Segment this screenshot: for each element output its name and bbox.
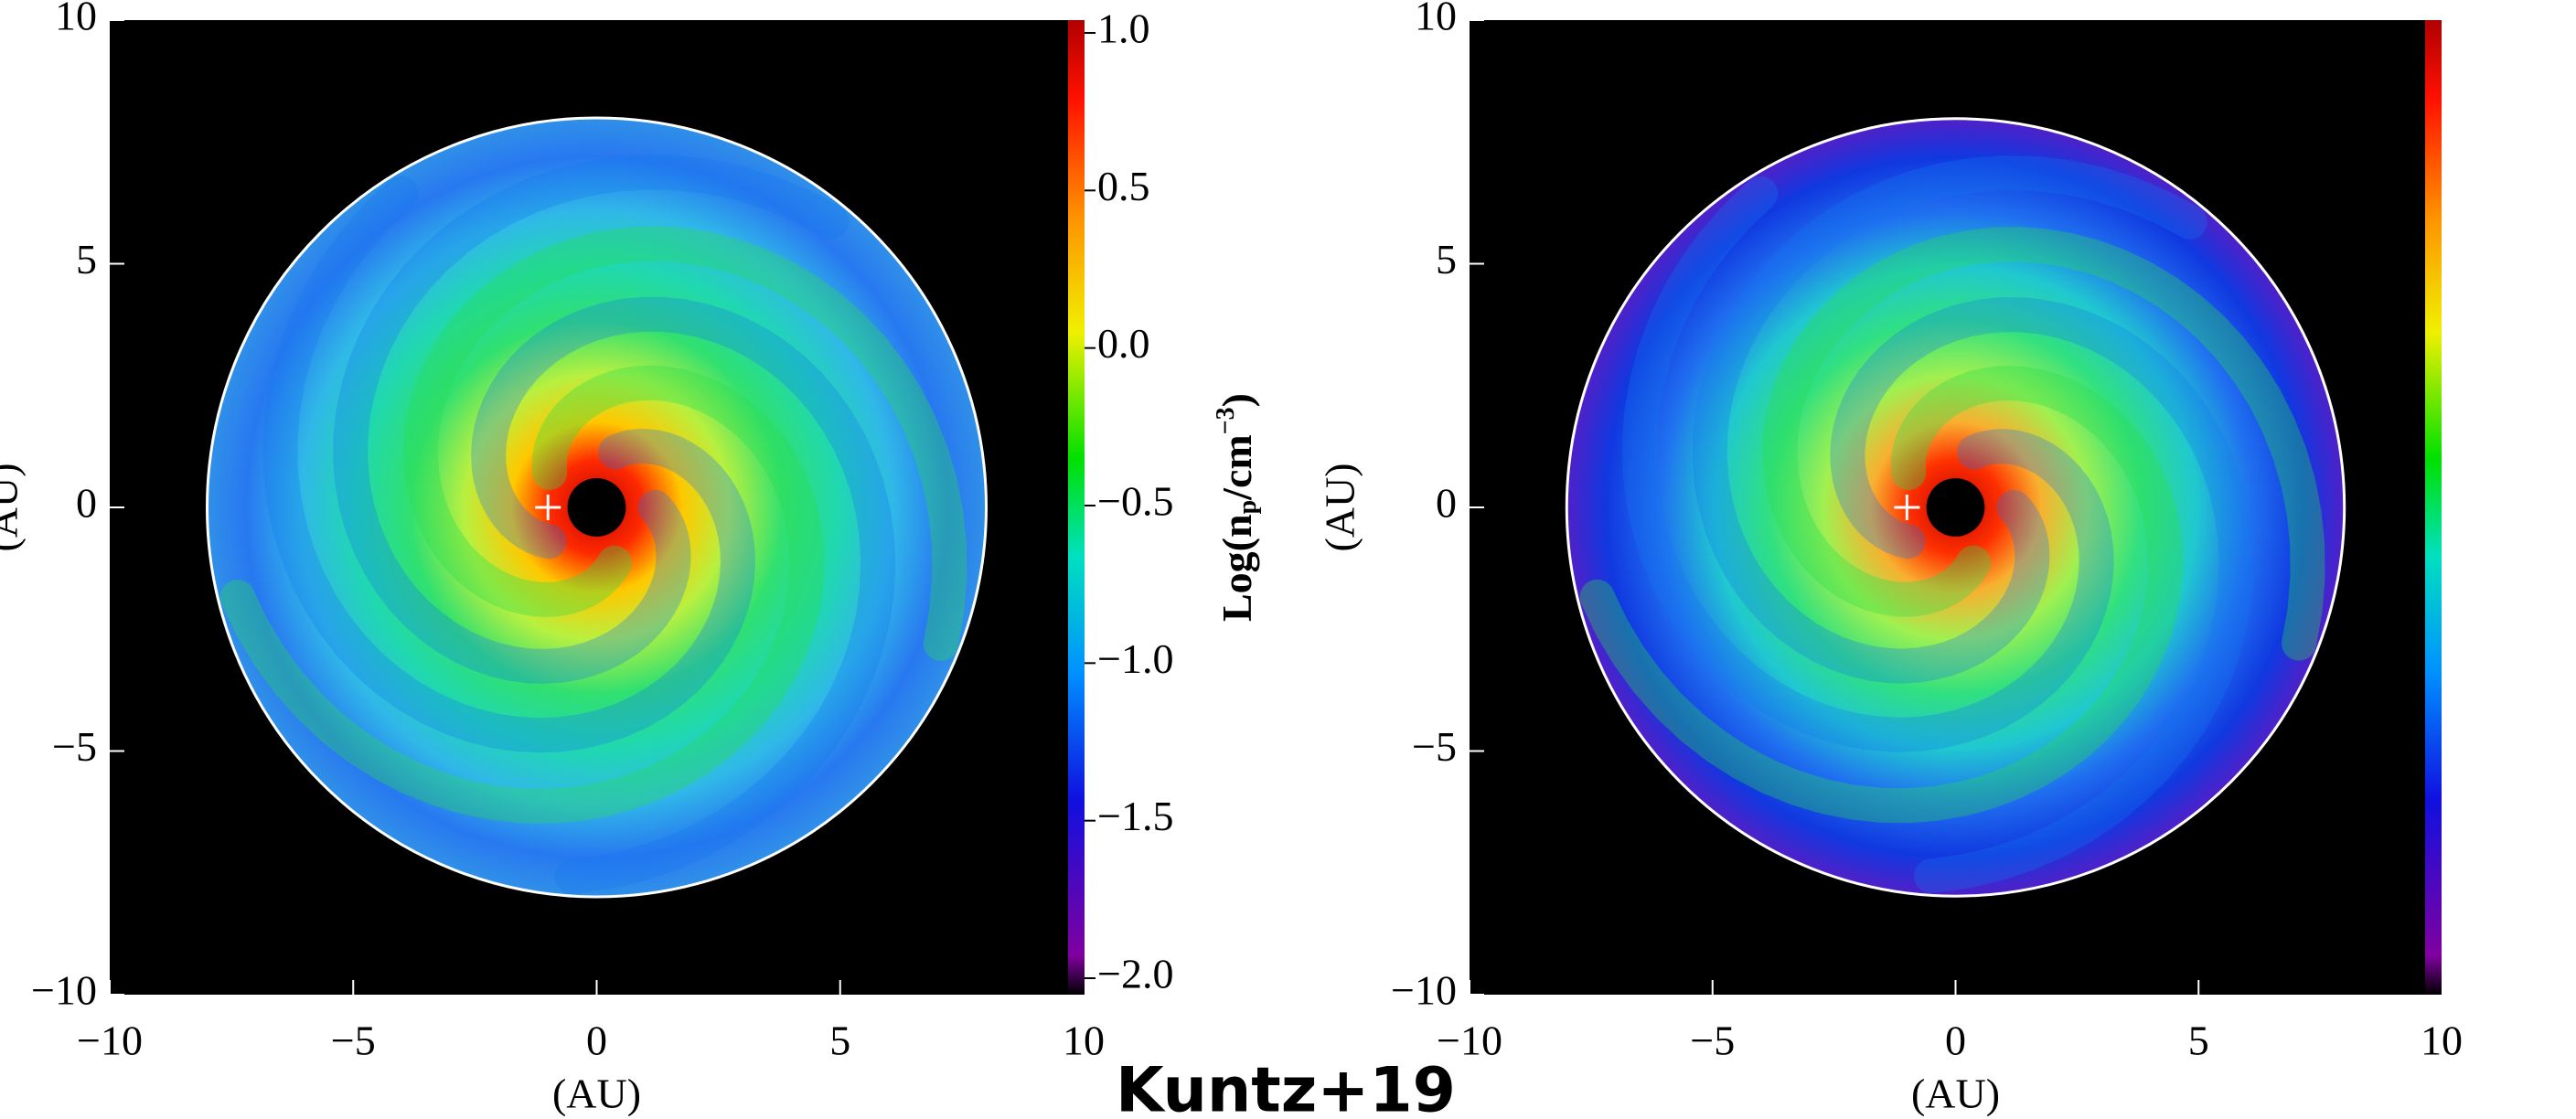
y-axis-label: (AU) xyxy=(0,463,27,551)
inner-hole xyxy=(567,478,626,537)
colorbar-label-part: p xyxy=(1234,500,1262,515)
x-tick-label: 5 xyxy=(829,1018,850,1064)
x-tick-label: −5 xyxy=(331,1018,376,1064)
x-tick-label: −5 xyxy=(1690,1018,1735,1064)
x-tick-label: 10 xyxy=(2421,1018,2463,1064)
x-axis-label: (AU) xyxy=(1911,1071,2000,1117)
y-tick-label: 10 xyxy=(55,0,97,39)
disk-edge xyxy=(1565,117,2346,898)
spiral-arm xyxy=(1579,365,2184,824)
colorbar xyxy=(2425,20,2442,995)
annotation: Kuntz+19 xyxy=(1116,1055,1456,1119)
colorbar-tick-label: −1.5 xyxy=(1097,793,1173,839)
x-axis-label: (AU) xyxy=(552,1071,641,1117)
x-tick-label: 10 xyxy=(1063,1018,1105,1064)
x-tick-label: 0 xyxy=(586,1018,607,1064)
colorbar-label-part: ) xyxy=(1213,393,1260,407)
colorbar-tick-label: −1.0 xyxy=(1097,635,1173,682)
spiral-arm xyxy=(402,226,967,661)
colorbar-tick-label: 0.5 xyxy=(1097,163,1150,209)
spiral-arm xyxy=(262,176,756,753)
spiral-arm xyxy=(1692,155,2207,684)
colorbar-tick-label: 1.0 xyxy=(1097,5,1150,52)
spiral-arm xyxy=(1830,297,2254,894)
y-tick-label: 5 xyxy=(1436,236,1457,282)
y-tick-label: 5 xyxy=(76,236,97,282)
y-tick-label: −5 xyxy=(1412,723,1457,770)
y-tick-label: 0 xyxy=(76,480,97,527)
x-tick-label: 0 xyxy=(1945,1018,1966,1064)
y-axis-label: (AU) xyxy=(1317,463,1363,551)
spiral-arm xyxy=(471,296,896,894)
colorbar-tick-label: 0.0 xyxy=(1097,320,1150,367)
disk-edge xyxy=(206,116,988,899)
colorbar-label: Log(np/cm−3) xyxy=(1212,393,1262,622)
inner-hole xyxy=(1926,478,1985,537)
spiral-arm xyxy=(219,365,825,824)
colorbar-label-part: /cm xyxy=(1213,434,1260,501)
y-tick-label: −10 xyxy=(31,967,97,1014)
spiral-arm xyxy=(1762,227,2325,661)
y-tick-label: −5 xyxy=(52,723,97,770)
x-tick-label: −10 xyxy=(1437,1018,1502,1064)
spiral-arm xyxy=(333,155,850,684)
spiral-arm xyxy=(1621,176,2114,752)
y-tick-label: 0 xyxy=(1436,480,1457,527)
y-tick-label: −10 xyxy=(1391,967,1457,1014)
x-tick-label: 5 xyxy=(2188,1018,2209,1064)
y-tick-label: 10 xyxy=(1415,0,1457,39)
colorbar-label-part: −3 xyxy=(1212,407,1240,434)
colorbar-tick-label: −0.5 xyxy=(1097,478,1173,525)
colorbar-tick-label: −2.0 xyxy=(1097,951,1173,997)
x-tick-label: −10 xyxy=(77,1018,143,1064)
colorbar xyxy=(1068,20,1085,995)
colorbar-label-part: Log(n xyxy=(1213,514,1260,622)
